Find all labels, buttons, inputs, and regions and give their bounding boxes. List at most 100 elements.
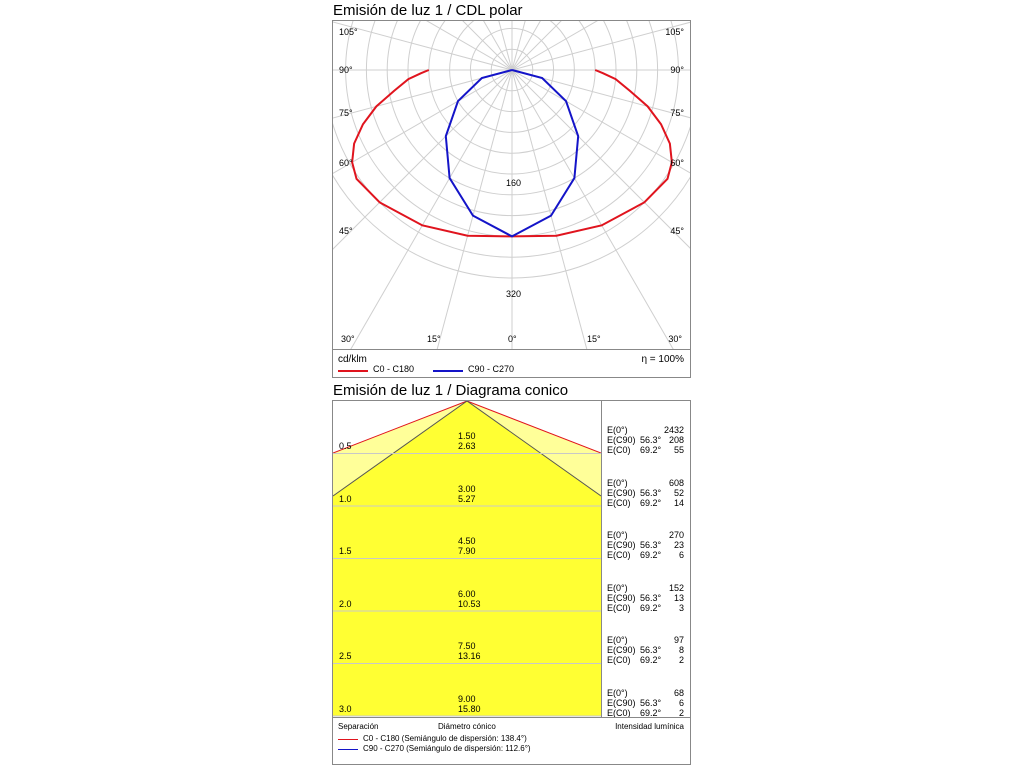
legend-line-c90 [433, 370, 463, 372]
angle-label-105-left: 105° [339, 27, 358, 37]
ec90-label: E(C90) [607, 540, 636, 550]
ec90-value: 208 [668, 435, 684, 445]
ec0-value: 3 [678, 602, 684, 613]
ec0-label: E(C0) [607, 655, 631, 665]
ec90-value: 6 [678, 697, 684, 708]
footer-separacion: Separación [338, 722, 379, 731]
unit-label: cd/klm [338, 354, 367, 365]
ec90-angle: 56.3° [640, 540, 662, 550]
efficiency-label: η = 100% [641, 354, 684, 365]
angle-label-30-left: 30° [341, 334, 355, 344]
polar-grid-spoke [350, 69, 513, 349]
polar-grid-spoke [511, 69, 690, 174]
row-c0-diameter: 4.50 [458, 536, 476, 546]
ec90-label: E(C90) [607, 487, 636, 498]
polar-grid-spoke [511, 69, 674, 349]
polar-grid-spoke [333, 69, 513, 119]
footer-legend-c0: C0 - C180 (Semiángulo de dispersión: 138… [363, 734, 527, 743]
ec0-label: E(C0) [607, 602, 631, 613]
polar-grid-spoke [511, 69, 690, 249]
footer-legend-line-c90 [338, 749, 358, 750]
footer-legend-c90: C90 - C270 (Semiángulo de dispersión: 11… [363, 744, 531, 753]
ec90-angle: 56.3° [640, 487, 662, 498]
ec90-angle: 56.3° [640, 645, 662, 655]
cone-footer-divider [333, 717, 690, 718]
row-height-label: 0.5 [339, 441, 352, 451]
ec90-value: 8 [678, 645, 684, 655]
e0-value: 2432 [663, 425, 684, 435]
legend-line-c0 [338, 370, 368, 372]
e0-label: E(0°) [607, 635, 628, 645]
row-c90-diameter: 13.16 [458, 651, 481, 661]
ec0-label: E(C0) [607, 445, 631, 455]
e0-label: E(0°) [607, 425, 628, 435]
polar-grid-spoke [511, 69, 690, 119]
angle-label-75-left: 75° [339, 108, 353, 118]
ec90-value: 23 [673, 540, 684, 550]
row-height-label: 1.0 [339, 493, 352, 504]
ec0-label: E(C0) [607, 707, 631, 718]
ec90-value: 13 [673, 592, 684, 603]
ec90-label: E(C90) [607, 592, 636, 603]
polar-grid-spoke [333, 69, 513, 174]
angle-label-90-left: 90° [339, 65, 353, 75]
polar-chart [333, 21, 690, 349]
cone-edge-c0-right [466, 401, 601, 454]
ec0-value: 2 [678, 707, 684, 718]
e0-label: E(0°) [607, 530, 628, 540]
angle-label-60-left: 60° [339, 158, 353, 168]
footer-legend-line-c0 [338, 739, 358, 740]
ec90-label: E(C90) [607, 697, 636, 708]
ec90-angle: 56.3° [640, 435, 662, 445]
ec0-label: E(C0) [607, 497, 631, 508]
e0-value: 270 [668, 530, 684, 540]
ec90-angle: 56.3° [640, 592, 662, 603]
row-c0-diameter: 1.50 [458, 431, 476, 441]
row-height-label: 3.0 [339, 703, 352, 714]
row-c90-diameter: 5.27 [458, 493, 476, 504]
angle-label-60-right: 60° [670, 158, 684, 168]
footer-intensidad: Intensidad lumínica [615, 722, 684, 731]
polar-grid-spoke [436, 69, 513, 349]
row-c90-diameter: 2.63 [458, 441, 476, 451]
column-divider [601, 401, 602, 717]
cone-edge-c0-left [333, 401, 468, 454]
series-line-c90-c270 [444, 69, 580, 238]
polar-grid-spoke [333, 69, 513, 250]
row-c0-diameter: 9.00 [458, 693, 476, 704]
polar-grid-spoke [511, 21, 690, 71]
radial-label-320: 320 [506, 289, 522, 299]
ec90-value: 52 [673, 487, 684, 498]
polar-grid-spoke [498, 21, 513, 71]
e0-label: E(0°) [607, 477, 628, 488]
row-c0-diameter: 6.00 [458, 588, 476, 599]
ec0-angle: 69.2° [640, 550, 662, 560]
ec0-value: 14 [673, 497, 684, 508]
angle-label-105-right: 105° [665, 27, 684, 37]
row-c0-diameter: 3.00 [458, 483, 476, 494]
polar-title: Emisión de luz 1 / CDL polar [333, 2, 523, 19]
e0-value: 608 [668, 477, 684, 488]
ec0-angle: 69.2° [640, 445, 662, 455]
polar-grid-spoke [511, 69, 588, 349]
footer-diametro: Diámetro cónico [438, 722, 496, 731]
row-c90-diameter: 7.90 [458, 546, 476, 556]
ec0-angle: 69.2° [640, 655, 662, 665]
polar-grid-spoke [511, 21, 526, 71]
angle-label-15-right: 15° [587, 334, 601, 344]
ec0-angle: 69.2° [640, 602, 662, 613]
ec0-value: 2 [678, 655, 684, 665]
cone-edge-c90-right [466, 401, 601, 497]
row-c90-diameter: 10.53 [458, 598, 481, 609]
e0-value: 152 [668, 582, 684, 593]
polar-frame: 105° 90° 75° 60° 45° 30° 105° 90° 75° 60… [332, 20, 691, 378]
ec0-value: 55 [673, 445, 684, 455]
cone-edge-c90-left [333, 401, 468, 497]
legend-label-c90: C90 - C270 [468, 364, 515, 374]
e0-value: 97 [673, 635, 684, 645]
radial-label-160: 160 [506, 178, 522, 188]
cone-chart [333, 401, 601, 717]
ec90-label: E(C90) [607, 645, 636, 655]
angle-label-15-left: 15° [427, 334, 441, 344]
ec0-value: 6 [678, 550, 684, 560]
